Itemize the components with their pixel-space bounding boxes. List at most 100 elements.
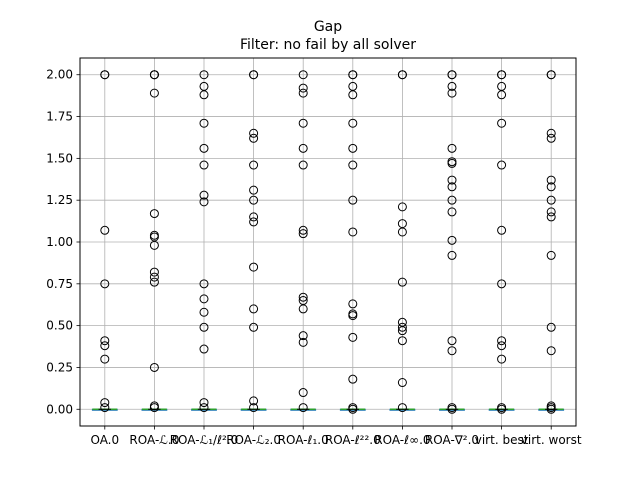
outlier-point <box>149 277 159 287</box>
outlier-point <box>199 190 209 200</box>
outlier-point <box>397 326 407 336</box>
outlier-point <box>298 225 308 235</box>
outlier-point <box>199 143 209 153</box>
outlier-point <box>546 346 556 356</box>
outlier-point <box>100 354 110 364</box>
outlier-point <box>199 344 209 354</box>
y-tick-label: 0.75 <box>46 277 73 291</box>
outlier-point <box>447 175 457 185</box>
outlier-point <box>298 70 308 80</box>
outlier-point <box>298 229 308 239</box>
x-tick-label: ROA-ℒ₁/ℓ².0 <box>170 433 239 447</box>
outlier-point <box>546 175 556 185</box>
outlier-point <box>348 160 358 170</box>
outlier-point <box>497 336 507 346</box>
outlier-point <box>298 403 308 413</box>
outlier-point <box>100 398 110 408</box>
y-tick-label: 1.00 <box>46 235 73 249</box>
outlier-point <box>447 250 457 260</box>
outlier-point <box>348 90 358 100</box>
y-tick-label: 1.25 <box>46 193 73 207</box>
chart-title: Gap <box>314 19 342 35</box>
outlier-point <box>348 70 358 80</box>
outlier-point <box>447 70 457 80</box>
plot-frame <box>79 57 577 427</box>
y-tick-label: 2.00 <box>46 68 73 82</box>
outlier-point <box>447 346 457 356</box>
outlier-point <box>249 185 259 195</box>
outlier-point <box>348 311 358 321</box>
outlier-point <box>149 362 159 372</box>
outlier-point <box>249 160 259 170</box>
outlier-point <box>100 403 110 413</box>
outlier-point <box>348 374 358 384</box>
outlier-point <box>397 277 407 287</box>
outlier-point <box>199 118 209 128</box>
outlier-point <box>546 404 556 414</box>
outlier-point <box>497 279 507 289</box>
outlier-point <box>546 195 556 205</box>
x-tick-label: ROA-ℒ₂.0 <box>226 433 281 447</box>
outlier-point <box>348 227 358 237</box>
x-tick-label: ROA-ℓ²².0 <box>325 433 381 447</box>
outlier-point <box>397 378 407 388</box>
outlier-point <box>149 272 159 282</box>
outlier-point <box>100 279 110 289</box>
outlier-point <box>298 160 308 170</box>
x-tick-label: virt. worst <box>521 433 582 447</box>
outlier-point <box>348 143 358 153</box>
outlier-point <box>149 88 159 98</box>
outlier-point <box>249 212 259 222</box>
outlier-point <box>149 403 159 413</box>
outlier-point <box>447 88 457 98</box>
outlier-point <box>100 341 110 351</box>
chart-subtitle: Filter: no fail by all solver <box>240 37 416 53</box>
outlier-point <box>497 404 507 414</box>
outlier-point <box>546 322 556 332</box>
outlier-point <box>100 70 110 80</box>
outlier-point <box>397 202 407 212</box>
y-tick-label: 1.75 <box>46 110 73 124</box>
x-tick-label: OA.0 <box>90 433 119 447</box>
outlier-point <box>348 195 358 205</box>
outlier-point <box>546 250 556 260</box>
outlier-point <box>546 182 556 192</box>
outlier-point <box>497 341 507 351</box>
outlier-point <box>149 240 159 250</box>
outlier-point <box>199 90 209 100</box>
outlier-point <box>149 209 159 219</box>
outlier-point <box>298 83 308 93</box>
outlier-point <box>249 70 259 80</box>
outlier-point <box>447 143 457 153</box>
y-tick-label: 0.00 <box>46 402 73 416</box>
outlier-point <box>298 118 308 128</box>
outlier-point <box>100 336 110 346</box>
outlier-point <box>298 337 308 347</box>
x-tick-label: ROA-∇².0 <box>425 433 479 447</box>
y-tick-label: 0.25 <box>46 360 73 374</box>
outlier-point <box>199 322 209 332</box>
outlier-point <box>249 396 259 406</box>
outlier-point <box>348 118 358 128</box>
outlier-point <box>249 403 259 413</box>
outliers <box>100 70 556 414</box>
y-tick-label: 1.50 <box>46 151 73 165</box>
outlier-point <box>298 88 308 98</box>
outlier-point <box>546 207 556 217</box>
outlier-point <box>497 70 507 80</box>
outlier-point <box>497 160 507 170</box>
outlier-point <box>149 267 159 277</box>
outlier-point <box>298 304 308 314</box>
outlier-point <box>199 197 209 207</box>
outlier-point <box>447 158 457 168</box>
outlier-point <box>348 332 358 342</box>
outlier-point <box>199 294 209 304</box>
outlier-point <box>249 322 259 332</box>
outlier-point <box>298 331 308 341</box>
outlier-point <box>447 336 457 346</box>
outlier-point <box>546 133 556 143</box>
outlier-point <box>199 160 209 170</box>
